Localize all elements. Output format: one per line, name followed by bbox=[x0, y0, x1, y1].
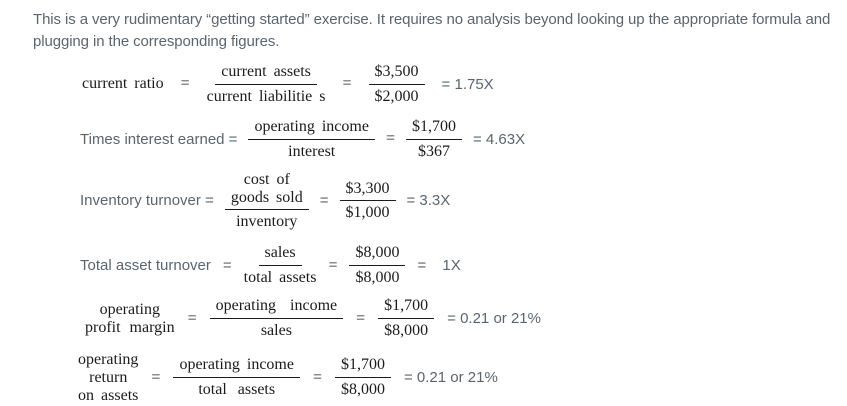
value-numerator: $3,300 bbox=[339, 180, 396, 202]
value-fraction: $3,300 $1,000 bbox=[339, 180, 396, 223]
formula-fraction: operating income total assets bbox=[173, 356, 300, 399]
formula-fraction: current assets current liabilitie s bbox=[207, 63, 326, 106]
formula-row-total-asset-turnover: Total asset turnover = sales total asset… bbox=[80, 244, 847, 287]
fraction-numerator: sales bbox=[258, 244, 302, 267]
equals-icon: = bbox=[356, 309, 366, 327]
value-denominator: $8,000 bbox=[384, 322, 429, 340]
fraction-denominator: interest bbox=[288, 142, 336, 160]
formula-label: operating return on assets bbox=[78, 351, 138, 405]
label-line-2: return bbox=[89, 368, 128, 386]
formula-fraction: operating income interest bbox=[248, 118, 375, 161]
value-denominator: $2,000 bbox=[374, 87, 419, 105]
label-line-1: operating bbox=[99, 300, 160, 318]
value-numerator: $1,700 bbox=[335, 356, 391, 379]
fraction-numerator: current assets bbox=[215, 63, 317, 85]
equals-icon: = bbox=[151, 368, 161, 386]
fraction-denominator: total assets bbox=[243, 269, 317, 287]
formula-row-current-ratio: current ratio = current assets current l… bbox=[82, 63, 847, 106]
equals-icon: = bbox=[187, 309, 197, 327]
formula-row-inventory-turnover: Inventory turnover = cost of goods sold … bbox=[80, 171, 847, 232]
value-fraction: $1,700 $8,000 bbox=[378, 297, 435, 340]
equals-icon: = bbox=[328, 256, 338, 274]
formula-label: Total asset turnover bbox=[80, 257, 211, 275]
equals-icon: = bbox=[342, 75, 352, 93]
numerator-line-2: goods sold bbox=[230, 188, 303, 206]
formula-label: current ratio bbox=[82, 75, 164, 93]
value-fraction: $8,000 $8,000 bbox=[349, 244, 406, 287]
value-numerator: $3,500 bbox=[368, 63, 425, 85]
formula-result: = 1X bbox=[417, 257, 461, 275]
intro-text: This is a very rudimentary “getting star… bbox=[33, 11, 831, 50]
fraction-denominator: total assets bbox=[198, 381, 276, 399]
fraction-denominator: current liabilitie s bbox=[206, 87, 326, 105]
fraction-numerator: operating income bbox=[173, 356, 300, 379]
formula-row-operating-return-on-assets: operating return on assets = operating i… bbox=[78, 351, 847, 405]
equals-icon: = bbox=[385, 130, 395, 148]
formula-result: = 3.3X bbox=[406, 192, 451, 210]
label-line-2: profit margin bbox=[85, 318, 175, 336]
formula-fraction: sales total assets bbox=[244, 244, 317, 287]
formula-result: = 0.21 or 21% bbox=[447, 310, 541, 328]
label-line-1: operating bbox=[78, 350, 139, 368]
formula-row-operating-profit-margin: operating profit margin = operating inco… bbox=[85, 297, 847, 340]
value-denominator: $367 bbox=[417, 142, 450, 160]
fraction-denominator: sales bbox=[260, 322, 292, 340]
formula-label: Inventory turnover = bbox=[80, 192, 214, 210]
formula-label: Times interest earned = bbox=[80, 130, 238, 148]
formula-result: = 1.75X bbox=[441, 75, 494, 93]
value-denominator: $8,000 bbox=[355, 269, 400, 287]
value-numerator: $8,000 bbox=[349, 244, 406, 267]
equals-icon: = bbox=[312, 368, 322, 386]
fraction-numerator: cost of goods sold bbox=[224, 170, 309, 211]
value-fraction: $1,700 $8,000 bbox=[335, 356, 391, 399]
value-fraction: $1,700 $367 bbox=[405, 118, 462, 161]
value-denominator: $8,000 bbox=[341, 381, 385, 399]
formula-label: operating profit margin bbox=[85, 301, 175, 337]
label-line-3: on assets bbox=[78, 386, 139, 404]
fraction-denominator: inventory bbox=[236, 213, 298, 231]
equals-icon: = bbox=[180, 75, 190, 93]
value-numerator: $1,700 bbox=[405, 118, 462, 140]
fraction-numerator: operating income bbox=[209, 297, 344, 320]
value-denominator: $1,000 bbox=[345, 204, 390, 222]
equals-icon: = bbox=[222, 257, 232, 275]
value-numerator: $1,700 bbox=[378, 297, 435, 320]
fraction-numerator: operating income bbox=[248, 118, 375, 140]
equals-icon: = bbox=[319, 192, 329, 210]
formula-result: = 0.21 or 21% bbox=[404, 369, 498, 387]
numerator-line-1: cost of bbox=[243, 170, 290, 188]
value-fraction: $3,500 $2,000 bbox=[368, 63, 425, 106]
formula-row-times-interest-earned: Times interest earned = operating income… bbox=[80, 118, 847, 161]
formula-fraction: cost of goods sold inventory bbox=[224, 170, 309, 232]
formula-result: = 4.63X bbox=[472, 130, 526, 148]
formula-fraction: operating income sales bbox=[209, 297, 344, 340]
